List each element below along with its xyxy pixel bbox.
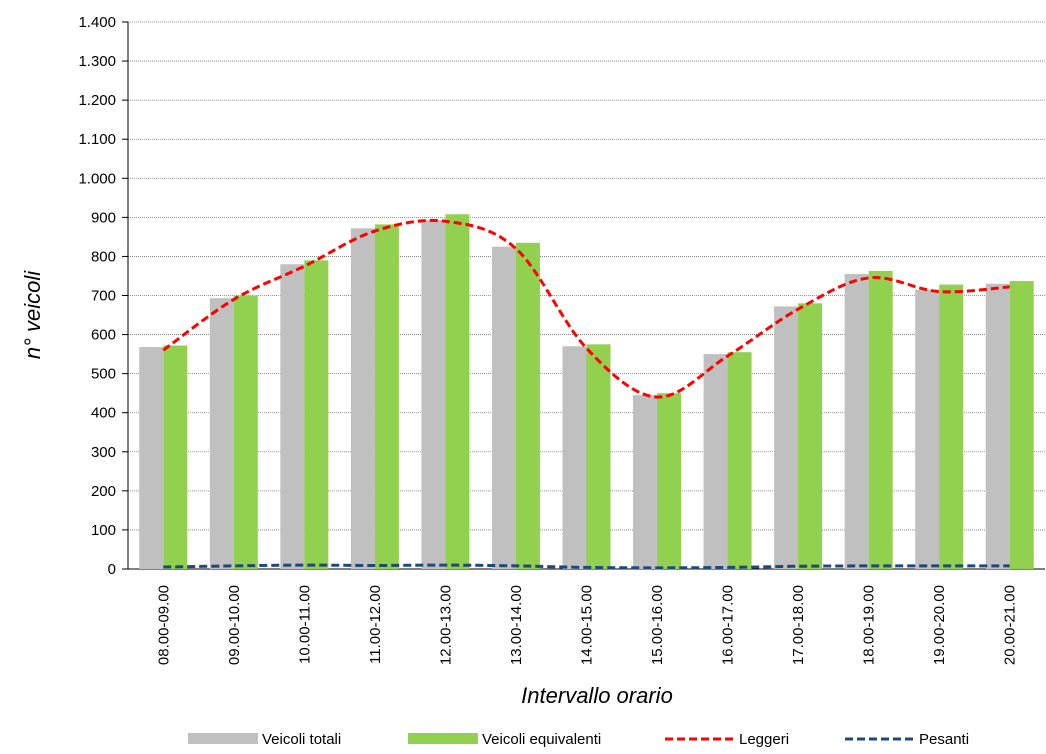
y-tick-label: 1.300 <box>78 53 116 70</box>
x-tick-label: 08.00-09.00 <box>155 585 172 665</box>
y-tick-label: 0 <box>108 561 116 578</box>
y-tick-label: 500 <box>91 366 116 383</box>
bar <box>727 352 752 569</box>
x-tick-label: 13.00-14.00 <box>508 585 525 665</box>
bar <box>163 345 188 569</box>
legend-label: Veicoli equivalenti <box>482 731 601 748</box>
bar <box>515 242 540 569</box>
bar <box>304 260 329 569</box>
y-tick-label: 1.000 <box>78 170 116 187</box>
y-tick-label: 400 <box>91 405 116 422</box>
bar <box>233 295 258 569</box>
x-tick-label: 16.00-17.00 <box>720 585 737 665</box>
bar <box>586 344 611 569</box>
x-tick-label: 11.00-12.00 <box>367 585 384 664</box>
x-tick-label: 15.00-16.00 <box>649 585 666 665</box>
bar <box>774 306 799 569</box>
bar <box>868 270 893 569</box>
bar <box>280 264 305 569</box>
x-axis-title: Intervallo orario <box>521 683 673 708</box>
bar <box>657 393 682 569</box>
bar <box>939 284 964 569</box>
x-tick-label: 10.00-11.00 <box>296 585 313 664</box>
bar <box>209 298 234 569</box>
x-tick-label: 17.00-18.00 <box>790 585 807 665</box>
x-tick-label: 09.00-10.00 <box>226 585 243 665</box>
bar <box>915 289 940 569</box>
bar <box>985 283 1010 569</box>
legend-label: Leggeri <box>739 731 789 748</box>
y-tick-label: 1.400 <box>78 14 116 31</box>
legend-swatch <box>188 733 258 744</box>
y-tick-label: 300 <box>91 444 116 461</box>
x-tick-label: 14.00-15.00 <box>579 585 596 665</box>
bar <box>445 214 470 569</box>
y-tick-label: 700 <box>91 288 116 305</box>
bar <box>139 347 164 569</box>
x-tick-label: 12.00-13.00 <box>437 585 454 665</box>
bar <box>703 354 728 569</box>
y-tick-label: 900 <box>91 209 116 226</box>
bar <box>491 246 516 570</box>
bar <box>350 228 375 569</box>
line <box>162 218 1010 399</box>
x-tick-label: 18.00-19.00 <box>861 585 878 665</box>
y-tick-label: 1.100 <box>78 131 116 148</box>
bar <box>374 224 399 569</box>
bar <box>1009 281 1034 569</box>
x-tick-label: 19.00-20.00 <box>931 585 948 665</box>
y-tick-label: 1.200 <box>78 92 116 109</box>
line <box>163 563 1010 570</box>
y-tick-label: 600 <box>91 327 116 344</box>
bar <box>798 303 823 569</box>
bar <box>633 395 658 569</box>
x-tick-label: 20.00-21.00 <box>1002 585 1019 665</box>
y-tick-label: 100 <box>91 522 116 539</box>
legend-label: Pesanti <box>919 731 969 748</box>
bar <box>421 220 446 569</box>
y-axis-title: n° veicoli <box>20 270 45 359</box>
y-tick-label: 200 <box>91 483 116 500</box>
legend-label: Veicoli totali <box>262 731 341 748</box>
bar <box>844 274 869 569</box>
bar <box>562 346 587 569</box>
legend-swatch <box>408 733 478 744</box>
y-tick-label: 800 <box>91 248 116 265</box>
